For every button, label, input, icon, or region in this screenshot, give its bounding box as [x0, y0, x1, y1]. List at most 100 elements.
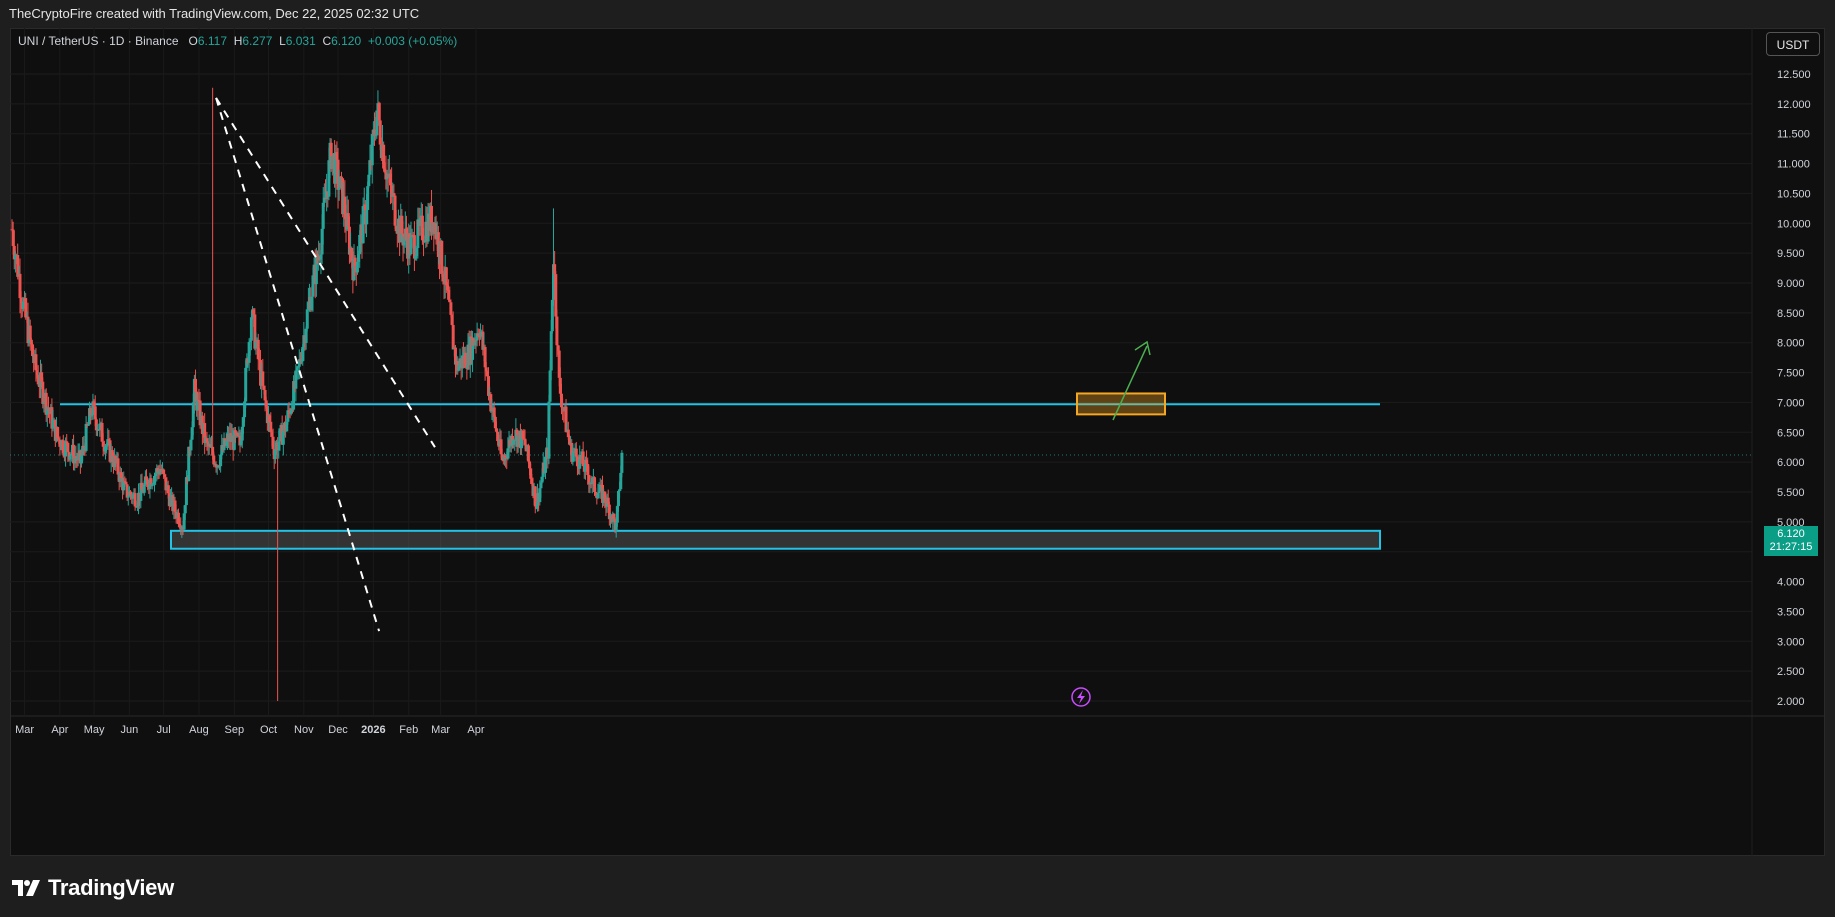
candle-body [184, 477, 188, 506]
chart-panel[interactable] [10, 28, 1825, 856]
candle-body [334, 152, 338, 184]
candle-body [298, 359, 302, 362]
candle-body [263, 389, 267, 401]
change-value: +0.003 (+0.05%) [367, 34, 458, 48]
candle-body [57, 438, 61, 440]
tradingview-logo[interactable]: TradingView [12, 874, 174, 902]
candle-body [296, 366, 300, 368]
candles [10, 87, 624, 701]
candle-body [574, 448, 578, 457]
candle-body [292, 381, 296, 410]
y-tick-label: 7.500 [1777, 368, 1805, 380]
candle-body [74, 456, 78, 459]
candle-body [264, 400, 268, 407]
candle-body [382, 144, 386, 169]
candle-body [346, 213, 350, 227]
candle-body [233, 430, 237, 436]
candle-body [366, 186, 370, 211]
candle-body [420, 215, 424, 241]
candle-body [286, 410, 290, 422]
candle-body [558, 377, 562, 394]
candle-body [94, 419, 98, 431]
price-axis[interactable]: 12.500 12.000 11.500 11.000 10.500 10.000 9.50… [1777, 69, 1811, 708]
candle-body [615, 506, 619, 523]
candle-body [140, 482, 144, 490]
candle-body [205, 438, 209, 442]
candle-body [31, 344, 35, 357]
high-label: H [233, 34, 243, 48]
candle-body [69, 453, 73, 456]
candle-body [44, 392, 48, 415]
candle-body [337, 187, 341, 190]
x-tick-label: Apr [467, 724, 484, 736]
candle-body [289, 408, 293, 414]
candle-body [125, 484, 129, 498]
candle-body [51, 420, 55, 429]
candle-body [607, 504, 611, 520]
candle-body [206, 441, 210, 447]
candle-body [564, 406, 568, 433]
candle-body [196, 400, 200, 411]
candle-body [153, 475, 156, 484]
candle-body [301, 347, 305, 362]
candle-body [412, 235, 416, 259]
candle-body [513, 439, 517, 441]
candle-body [252, 309, 256, 315]
candle-body [593, 477, 597, 492]
candle-body [100, 422, 104, 442]
time-axis[interactable]: Mar Apr May Jun Jul Aug Sep Oct Nov Dec 2026 Feb Mar… [15, 724, 485, 736]
candle-body [306, 302, 310, 310]
candle-body [304, 328, 308, 343]
candle-body [416, 219, 420, 248]
candle-body [122, 480, 126, 491]
candle-body [490, 410, 494, 412]
candle-body [585, 459, 589, 464]
candle-body [529, 468, 533, 479]
candle-body [377, 103, 381, 121]
y-tick-label: 2.500 [1777, 666, 1805, 678]
candle-body [533, 486, 537, 507]
candle-body [300, 361, 304, 363]
candle-body [423, 240, 427, 242]
candle-body [126, 496, 130, 498]
candlestick-chart[interactable]: 12.500 12.000 11.500 11.000 10.500 10.000 9.50… [10, 28, 1825, 856]
candle-body [538, 488, 542, 503]
candle-body [271, 436, 275, 449]
candle-body [339, 176, 343, 179]
candle-body [36, 375, 40, 385]
candle-body [329, 142, 333, 169]
candle-body [530, 478, 534, 484]
candle-body [343, 196, 347, 220]
candle-body [58, 439, 62, 447]
candle-body [178, 523, 182, 526]
candle-body [502, 455, 506, 461]
candle-body [575, 456, 579, 467]
currency-button[interactable]: USDT [1766, 32, 1820, 56]
y-tick-label: 5.000 [1777, 517, 1805, 529]
candle-body [305, 309, 309, 329]
candle-body [182, 513, 186, 530]
symbol-label: UNI / TetherUS · 1D · Binance [18, 34, 179, 48]
candle-body [116, 458, 120, 475]
y-tick-label: 11.500 [1777, 129, 1810, 141]
grid [10, 28, 1825, 856]
brand-name: TradingView [48, 875, 174, 900]
candle-body [253, 314, 257, 349]
candle-body [436, 232, 440, 258]
candle-body [163, 474, 167, 478]
candle-body [393, 195, 397, 226]
candle-body [154, 473, 158, 476]
candle-body [471, 338, 475, 360]
candle-body [570, 442, 574, 462]
candle-body [378, 120, 382, 145]
candle-body [164, 477, 168, 491]
candle-body [483, 346, 487, 368]
candle-body [559, 393, 563, 408]
candle-body [244, 367, 248, 402]
candle-body [187, 446, 191, 482]
lightning-icon [1071, 687, 1091, 707]
candle-body [550, 299, 554, 332]
y-tick-label: 3.000 [1777, 636, 1805, 648]
candle-body [390, 185, 394, 198]
candle-body [65, 441, 69, 443]
